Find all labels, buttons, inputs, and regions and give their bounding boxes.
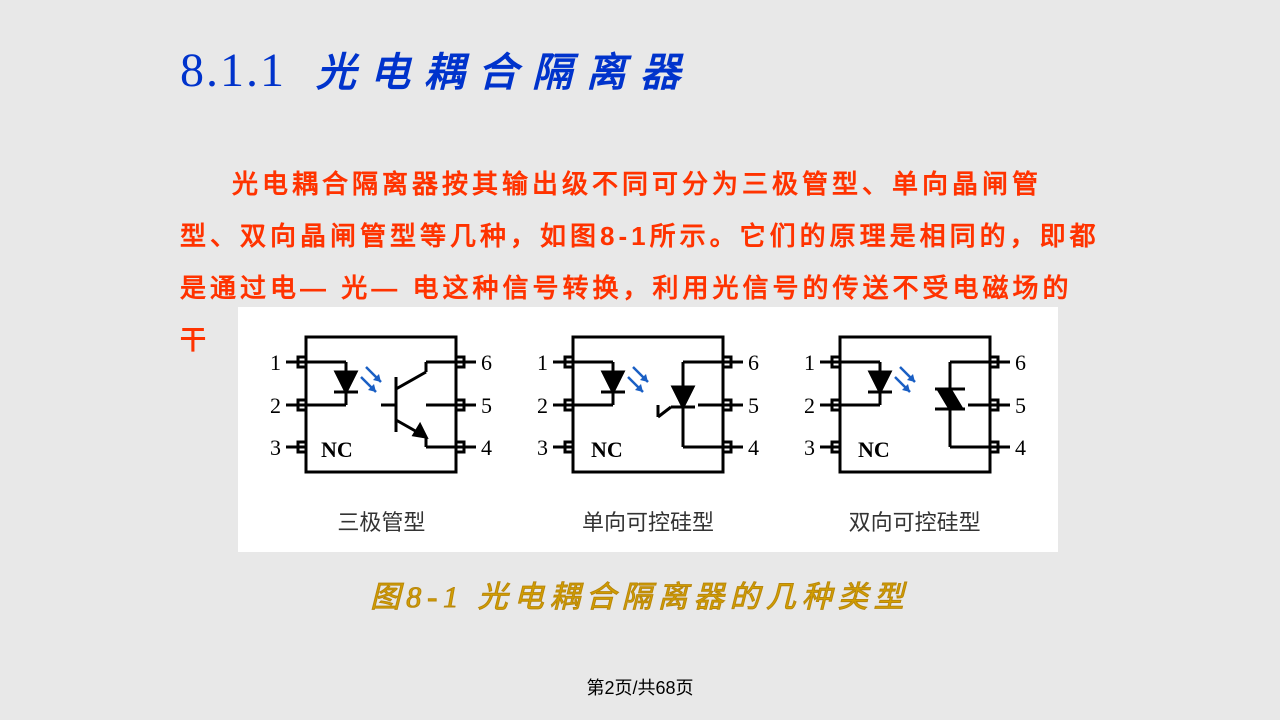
figure-row: 1 2 3 6 5 4 NC 三极管型: [248, 317, 1048, 537]
slide-page: 8.1.1 光电耦合隔离器 光电耦合隔离器按其输出级不同可分为三极管型、单向晶闸…: [0, 0, 1280, 720]
opto-transistor-svg: 1 2 3 6 5 4 NC: [256, 317, 506, 497]
pin-4: 4: [748, 435, 759, 460]
pin-3: 3: [804, 435, 815, 460]
pin-6: 6: [481, 350, 492, 375]
pin-1: 1: [270, 350, 281, 375]
page-footer: 第2页/共68页: [0, 674, 1280, 700]
opto-triac-label: 双向可控硅型: [849, 505, 981, 537]
pin-6: 6: [748, 350, 759, 375]
pin-6: 6: [1015, 350, 1026, 375]
pin-3: 3: [537, 435, 548, 460]
pin-4: 4: [1015, 435, 1026, 460]
opto-transistor-label: 三极管型: [337, 505, 425, 537]
opto-triac-svg: 1 2 3 6 5 4 NC: [790, 317, 1040, 497]
section-title: 光电耦合隔离器: [316, 40, 694, 98]
opto-scr-svg: 1 2 3 6 5 4 NC: [523, 317, 773, 497]
pin-2: 2: [804, 393, 815, 418]
pin-5: 5: [481, 393, 492, 418]
pin-2: 2: [270, 393, 281, 418]
opto-scr: 1 2 3 6 5 4 NC 单向可控硅型: [523, 317, 773, 537]
pin-3: 3: [270, 435, 281, 460]
heading-row: 8.1.1 光电耦合隔离器: [180, 40, 1100, 98]
opto-triac: 1 2 3 6 5 4 NC 双向可控硅型: [790, 317, 1040, 537]
opto-transistor: 1 2 3 6 5 4 NC 三极管型: [256, 317, 506, 537]
pin-5: 5: [748, 393, 759, 418]
pin-5: 5: [1015, 393, 1026, 418]
section-number: 8.1.1: [180, 43, 286, 98]
pin-1: 1: [804, 350, 815, 375]
pin-2: 2: [537, 393, 548, 418]
pin-4: 4: [481, 435, 492, 460]
nc-label: NC: [858, 437, 890, 462]
opto-scr-label: 单向可控硅型: [582, 505, 714, 537]
figure-8-1: 1 2 3 6 5 4 NC 三极管型: [238, 307, 1058, 552]
nc-label: NC: [591, 437, 623, 462]
figure-caption: 图8-1 光电耦合隔离器的几种类型: [0, 572, 1280, 616]
pin-1: 1: [537, 350, 548, 375]
nc-label: NC: [321, 437, 353, 462]
